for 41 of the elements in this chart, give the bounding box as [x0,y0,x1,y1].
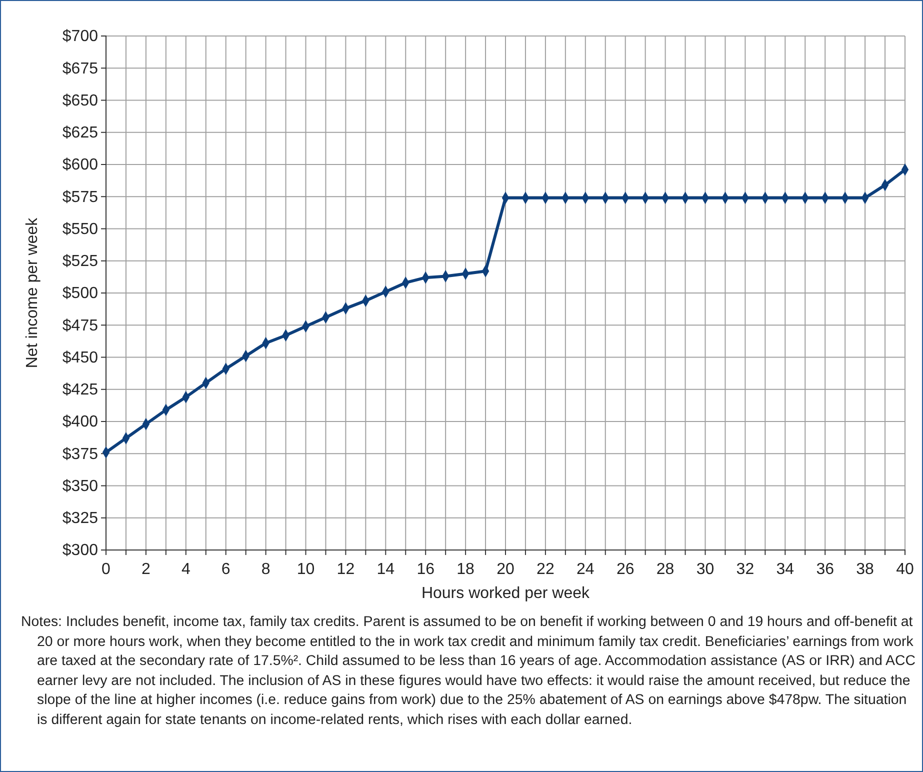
y-tick-label: $700 [62,28,98,46]
y-tick-label: $550 [62,220,98,238]
x-tick-label: 34 [776,561,794,578]
x-tick-label: 26 [616,561,634,578]
y-tick-label: $575 [62,188,98,206]
x-tick-label: 38 [856,561,874,578]
x-tick-label: 32 [736,561,754,578]
x-tick-label: 12 [336,561,355,578]
y-tick-label: $325 [62,510,98,527]
y-tick-label: $650 [62,92,98,110]
x-tick-label: 2 [141,561,150,578]
text: Notes: Includes benefit, income tax, family tax credits. Parent is assumed to be on benefit if working between 0 and 19 hours and off-benefit at 20 or more hours work, when they become entitled to the in work tax credit and minimum family tax credit. Beneficiaries’ earnings from work are taxed at the secondary rate of 17.5%². Child assumed to be less than 16 years of age. Accommodation assistance (AS or IRR) and ACC earner levy are not included. The inclusion of AS in these figures would have two effects: it would raise the amount received, but reduce the slope of the line at higher incomes (i.e. reduce gains from work) due to the 25% abatement of AS on earnings above $478pw. The situation is different again for state tenants on income-related rents, which rises with each dollar earned. [21,613,917,730]
y-axis-title: Net income per week [24,216,41,368]
x-tick-label: 10 [296,561,315,578]
y-tick-label: $500 [62,285,98,302]
y-tick-label: $375 [62,446,98,463]
x-tick-label: 36 [816,561,834,578]
x-tick-label: 16 [416,561,435,578]
x-tick-label: 22 [536,561,554,578]
x-tick-label: 0 [102,561,111,578]
y-tick-label: $600 [62,156,98,174]
y-tick-label: $400 [62,414,98,431]
y-tick-label: $475 [62,317,98,334]
x-tick-label: 8 [261,561,270,578]
y-tick-label: $425 [62,381,98,398]
x-tick-label: 18 [456,561,475,578]
x-tick-label: 6 [221,561,230,578]
x-tick-label: 28 [656,561,674,578]
x-tick-label: 4 [181,561,190,578]
x-tick-label: 20 [496,561,514,578]
y-tick-label: $625 [62,124,98,142]
y-tick-label: $350 [62,478,98,495]
x-tick-label: 30 [696,561,714,578]
y-tick-label: $450 [62,349,98,366]
y-tick-label: $525 [62,252,98,270]
x-tick-label: 14 [376,561,395,578]
x-axis-title: Hours worked per week [421,585,591,602]
y-tick-label: $300 [62,542,98,560]
y-tick-label: $675 [62,60,98,78]
x-tick-label: 24 [576,561,594,578]
x-tick-label: 40 [896,561,914,578]
